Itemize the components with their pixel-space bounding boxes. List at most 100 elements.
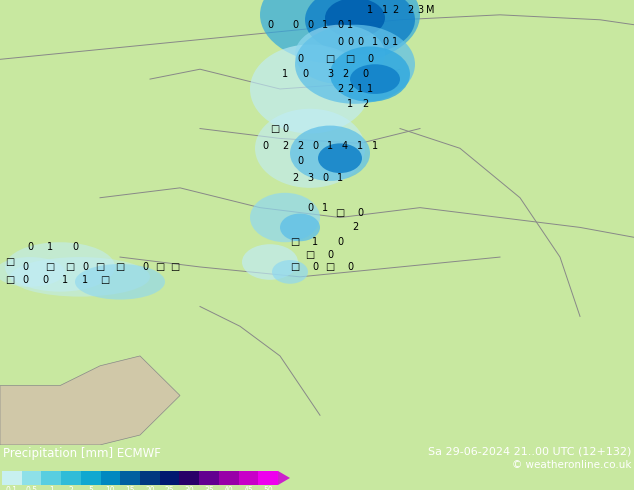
Text: 0: 0 xyxy=(347,37,353,47)
Text: 2: 2 xyxy=(282,141,288,151)
Text: □: □ xyxy=(171,262,179,272)
Text: Sa 29-06-2024 21..00 UTC (12+132): Sa 29-06-2024 21..00 UTC (12+132) xyxy=(427,447,631,457)
Ellipse shape xyxy=(0,257,65,287)
Text: 2: 2 xyxy=(362,99,368,109)
Text: 0: 0 xyxy=(327,250,333,260)
Text: 0: 0 xyxy=(282,123,288,134)
Text: 1: 1 xyxy=(322,20,328,30)
Ellipse shape xyxy=(5,242,115,292)
Text: 0: 0 xyxy=(297,156,303,166)
Ellipse shape xyxy=(250,193,320,242)
Text: 2: 2 xyxy=(392,5,398,15)
Ellipse shape xyxy=(295,24,415,104)
Ellipse shape xyxy=(75,264,165,299)
Text: □: □ xyxy=(325,262,335,272)
Ellipse shape xyxy=(330,47,410,102)
Text: 1: 1 xyxy=(82,275,88,285)
Text: 5: 5 xyxy=(88,486,93,490)
Text: 2: 2 xyxy=(297,141,303,151)
Text: 1: 1 xyxy=(372,141,378,151)
Text: 0: 0 xyxy=(367,54,373,64)
Text: □: □ xyxy=(325,54,335,64)
Text: □: □ xyxy=(290,262,300,272)
Bar xyxy=(120,471,140,485)
Text: 1: 1 xyxy=(382,5,388,15)
Text: 0: 0 xyxy=(337,37,343,47)
Text: 0: 0 xyxy=(322,173,328,183)
Text: 0: 0 xyxy=(357,208,363,218)
Text: 0: 0 xyxy=(27,242,33,252)
Text: 45: 45 xyxy=(243,486,254,490)
Text: 3: 3 xyxy=(307,173,313,183)
Bar xyxy=(238,471,258,485)
Bar xyxy=(61,471,81,485)
Text: 2: 2 xyxy=(292,173,298,183)
Text: □: □ xyxy=(306,250,314,260)
Text: 0: 0 xyxy=(347,262,353,272)
Ellipse shape xyxy=(325,0,385,38)
Text: 0: 0 xyxy=(312,262,318,272)
Text: 0: 0 xyxy=(312,141,318,151)
Text: 1: 1 xyxy=(327,141,333,151)
Text: 0: 0 xyxy=(337,20,343,30)
Ellipse shape xyxy=(260,0,420,64)
Text: □: □ xyxy=(115,262,125,272)
Text: 4: 4 xyxy=(342,141,348,151)
Text: 2: 2 xyxy=(68,486,74,490)
Text: 0: 0 xyxy=(22,275,28,285)
Text: 1: 1 xyxy=(367,84,373,94)
Text: 0: 0 xyxy=(42,275,48,285)
Polygon shape xyxy=(278,471,290,485)
Text: 1: 1 xyxy=(47,242,53,252)
Ellipse shape xyxy=(242,244,298,280)
Text: □: □ xyxy=(155,262,165,272)
Text: Precipitation [mm] ECMWF: Precipitation [mm] ECMWF xyxy=(3,447,161,460)
Text: 0: 0 xyxy=(297,54,303,64)
Text: 0: 0 xyxy=(262,141,268,151)
Text: 2: 2 xyxy=(347,84,353,94)
Text: □: □ xyxy=(5,257,15,267)
Text: 1: 1 xyxy=(312,237,318,247)
Text: □: □ xyxy=(5,275,15,285)
Text: 0: 0 xyxy=(142,262,148,272)
Text: 0: 0 xyxy=(302,69,308,79)
Text: □: □ xyxy=(270,123,280,134)
Ellipse shape xyxy=(290,125,370,181)
Text: 0: 0 xyxy=(72,242,78,252)
Text: 2: 2 xyxy=(407,5,413,15)
Bar xyxy=(41,471,61,485)
Text: □: □ xyxy=(335,208,345,218)
Text: □: □ xyxy=(95,262,105,272)
Text: 0: 0 xyxy=(362,69,368,79)
Text: 0: 0 xyxy=(22,262,28,272)
Ellipse shape xyxy=(350,64,400,94)
Text: 1: 1 xyxy=(49,486,54,490)
Text: 1: 1 xyxy=(62,275,68,285)
Text: 1: 1 xyxy=(392,37,398,47)
Text: 1: 1 xyxy=(337,173,343,183)
Text: □: □ xyxy=(46,262,55,272)
Text: 3: 3 xyxy=(417,5,423,15)
Text: 0.5: 0.5 xyxy=(25,486,37,490)
Text: 0.1: 0.1 xyxy=(6,486,18,490)
Text: M: M xyxy=(426,5,434,15)
Text: 1: 1 xyxy=(357,84,363,94)
Ellipse shape xyxy=(318,144,362,173)
Ellipse shape xyxy=(295,24,385,84)
Bar xyxy=(2,471,22,485)
Text: 1: 1 xyxy=(357,141,363,151)
Text: 50: 50 xyxy=(263,486,273,490)
Bar xyxy=(160,471,179,485)
Bar xyxy=(101,471,120,485)
Text: 0: 0 xyxy=(357,37,363,47)
Text: 0: 0 xyxy=(82,262,88,272)
Text: 1: 1 xyxy=(367,5,373,15)
Text: □: □ xyxy=(346,54,354,64)
Text: 3: 3 xyxy=(327,69,333,79)
Bar xyxy=(179,471,199,485)
Text: 0: 0 xyxy=(337,237,343,247)
Text: 1: 1 xyxy=(372,37,378,47)
Text: 2: 2 xyxy=(342,69,348,79)
Text: 2: 2 xyxy=(352,222,358,232)
Bar xyxy=(22,471,41,485)
